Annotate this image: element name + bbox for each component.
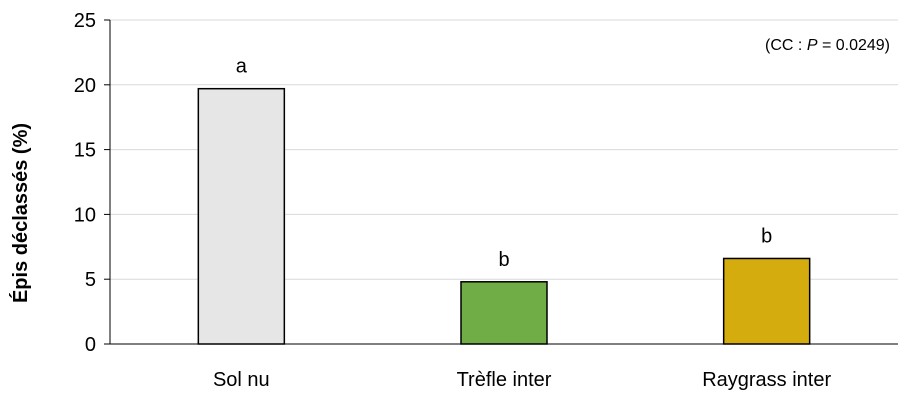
bar-1 xyxy=(460,281,548,345)
significance-letter: a xyxy=(236,56,248,78)
x-category-label: Trèfle inter xyxy=(457,369,552,391)
y-tick-label: 15 xyxy=(74,140,96,162)
annotation-prefix: (CC : xyxy=(765,37,807,54)
y-tick-label: 10 xyxy=(74,204,96,226)
annotation-italic: P xyxy=(807,37,818,54)
y-axis-ticks: 0 5 10 15 20 25 xyxy=(74,10,110,356)
p-value-annotation: (CC : P = 0.0249) xyxy=(765,37,890,54)
significance-letter: b xyxy=(761,225,772,247)
x-category-label: Raygrass inter xyxy=(702,369,831,391)
x-axis-categories: Sol nu Trèfle inter Raygrass inter xyxy=(213,369,831,391)
bar-0 xyxy=(197,87,286,345)
annotation-suffix: = 0.0249) xyxy=(818,37,891,54)
y-tick-label: 0 xyxy=(85,334,96,356)
significance-letter: b xyxy=(498,249,509,271)
y-tick-label: 5 xyxy=(85,269,96,291)
bars xyxy=(197,87,811,345)
significance-letters: a b b xyxy=(236,56,772,271)
y-tick-label: 25 xyxy=(74,10,96,32)
y-tick-label: 20 xyxy=(74,75,96,97)
y-axis-label: Épis déclassés (%) xyxy=(9,123,32,303)
bar-2 xyxy=(722,257,811,345)
x-category-label: Sol nu xyxy=(213,369,270,391)
